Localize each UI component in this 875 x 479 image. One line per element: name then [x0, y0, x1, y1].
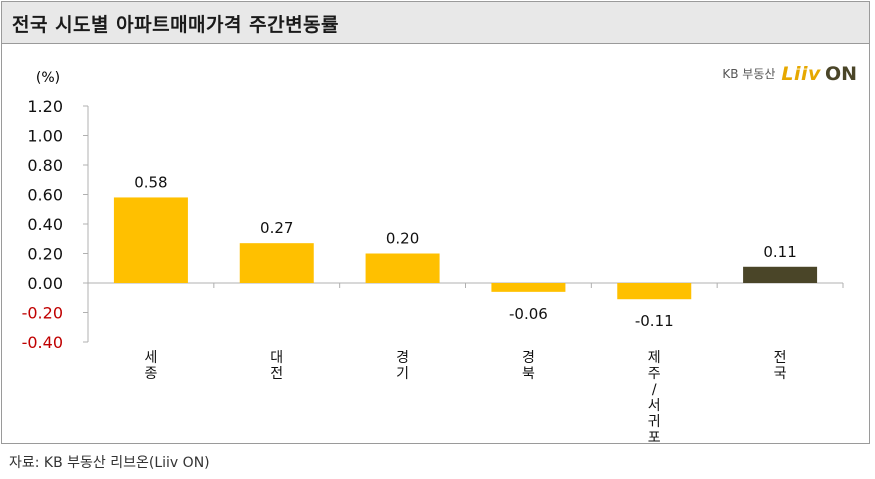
bar-2 [365, 253, 440, 283]
kb-liiv-on-logo: KB 부동산 Liiv ON [722, 61, 857, 85]
data-label-4: -0.11 [635, 312, 674, 330]
y-axis: 1.20 1.00 0.80 0.60 0.40 0.20 0.00 -0.20 -0.40 [22, 97, 843, 352]
data-label-5: 0.11 [763, 243, 796, 261]
data-label-3: -0.06 [509, 305, 548, 323]
y-tick-label: 1.20 [27, 97, 63, 116]
category-label-4: 제 주 / 서 귀 포 [648, 350, 661, 446]
source-note: 자료: KB 부동산 리브온(Liiv ON) [9, 455, 210, 471]
y-tick-label: 0.00 [27, 274, 63, 293]
y-tick-label: 0.80 [27, 156, 63, 175]
logo-on-text: ON [824, 63, 857, 85]
y-tick-label: -0.40 [22, 333, 63, 352]
chart-title: 전국 시도별 아파트매매가격 주간변동률 [12, 14, 340, 36]
logo-liiv-text: Liiv [781, 63, 821, 85]
y-tick-label: 0.40 [27, 215, 63, 234]
y-unit-label: (%) [36, 70, 60, 86]
bars-group: 0.58 세 종 0.27 대 전 0.20 경 기 -0.06 경 북 -0.11 제 주 / 서 귀 포 0.11… [113, 173, 844, 446]
data-label-2: 0.20 [386, 230, 419, 248]
bar-1 [239, 243, 314, 283]
data-label-1: 0.27 [260, 219, 293, 237]
logo-kb-text: KB 부동산 [722, 67, 776, 81]
bar-4 [617, 283, 692, 300]
bar-0 [113, 197, 188, 283]
bar-5 [743, 266, 818, 283]
bar-3 [491, 283, 566, 292]
y-tick-label: 1.00 [27, 127, 63, 146]
title-bar: 전국 시도별 아파트매매가격 주간변동률 [2, 2, 869, 44]
y-tick-label: 0.20 [27, 245, 63, 264]
y-tick-label: 0.60 [27, 186, 63, 205]
data-label-0: 0.58 [134, 173, 167, 191]
y-tick-label: -0.20 [22, 304, 63, 323]
